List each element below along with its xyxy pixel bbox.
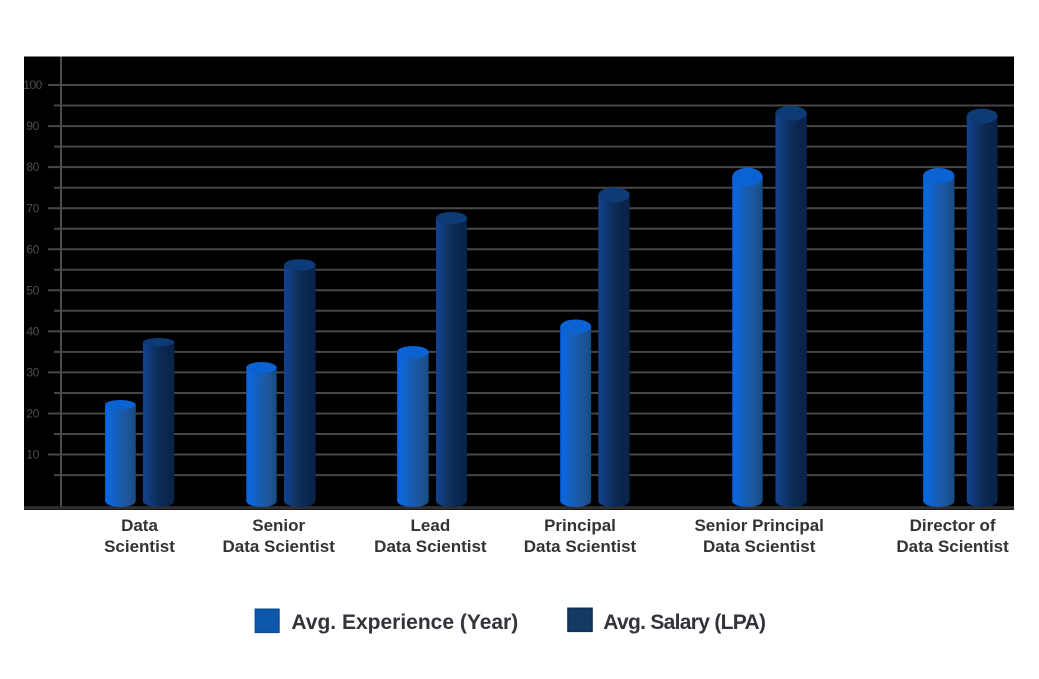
svg-text:Lead: Lead	[411, 516, 451, 535]
svg-text:Director of: Director of	[910, 516, 996, 535]
svg-text:Senior: Senior	[252, 516, 305, 535]
svg-text:20: 20	[26, 407, 39, 421]
svg-text:Avg. Salary (LPA): Avg. Salary (LPA)	[603, 611, 765, 634]
svg-text:10: 10	[26, 448, 39, 462]
svg-text:Avg. Experience (Year): Avg. Experience (Year)	[291, 611, 518, 634]
svg-text:Data Scientist: Data Scientist	[374, 537, 487, 556]
svg-text:40: 40	[26, 325, 39, 339]
svg-text:Principal: Principal	[544, 516, 616, 535]
svg-text:Data Scientist: Data Scientist	[703, 537, 816, 556]
svg-text:70: 70	[26, 201, 39, 215]
svg-text:80: 80	[26, 160, 39, 174]
svg-text:100: 100	[23, 78, 42, 92]
svg-text:50: 50	[26, 283, 39, 297]
svg-text:Data Scientist: Data Scientist	[524, 537, 637, 556]
svg-text:90: 90	[26, 119, 39, 133]
svg-text:Data Scientist: Data Scientist	[896, 537, 1009, 556]
svg-text:30: 30	[26, 366, 39, 380]
svg-text:60: 60	[26, 242, 39, 256]
svg-text:Senior Principal: Senior Principal	[694, 516, 823, 535]
svg-text:Data: Data	[121, 516, 158, 535]
svg-text:Data Scientist: Data Scientist	[222, 537, 335, 556]
svg-text:Scientist: Scientist	[104, 537, 175, 556]
